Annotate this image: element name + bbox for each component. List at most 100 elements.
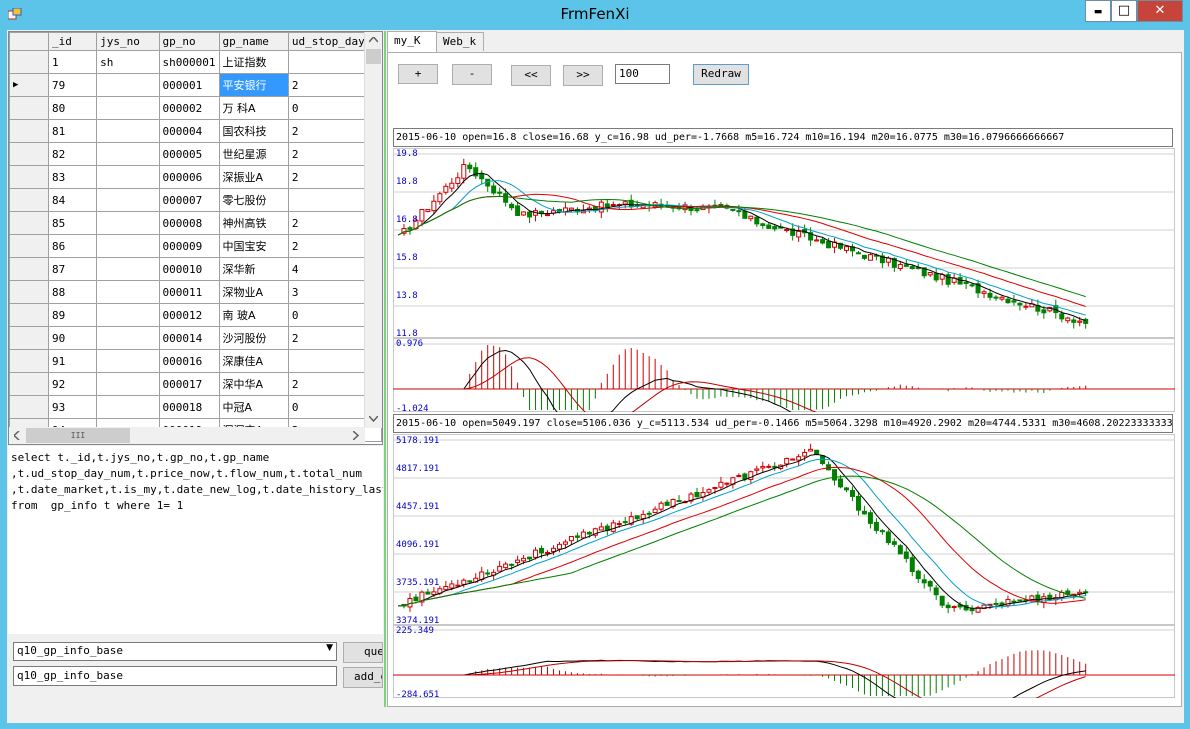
row-header[interactable]: [9, 165, 49, 189]
cell-gp-name[interactable]: 中国宝安: [218, 234, 289, 258]
zoom-out-button[interactable]: -: [452, 64, 492, 85]
row-header[interactable]: [9, 188, 49, 212]
cell-gp-no[interactable]: 000011: [158, 280, 220, 304]
row-header[interactable]: [9, 142, 49, 166]
column-header-gp-name[interactable]: gp_name: [218, 32, 289, 51]
cell-id[interactable]: 92: [47, 372, 98, 396]
cell-jys-no[interactable]: [96, 188, 160, 212]
cell-gp-name[interactable]: 中冠A: [218, 395, 289, 419]
tab-web-k[interactable]: Web_k: [436, 32, 484, 51]
row-header[interactable]: ▶: [9, 73, 49, 97]
table-row[interactable]: 84 000007 零七股份: [9, 188, 382, 212]
column-header-id[interactable]: _id: [47, 32, 98, 51]
cell-jys-no[interactable]: [96, 395, 160, 419]
table-row[interactable]: 89 000012 南 玻A 0: [9, 303, 382, 327]
cell-gp-no[interactable]: 000017: [158, 372, 220, 396]
cell-id[interactable]: 87: [47, 257, 98, 281]
cell-gp-name[interactable]: 上证指数: [218, 50, 289, 74]
chevron-down-icon[interactable]: ▼: [326, 643, 333, 653]
row-header[interactable]: [9, 395, 49, 419]
cell-id[interactable]: 80: [47, 96, 98, 120]
cell-gp-no[interactable]: 000004: [158, 119, 220, 143]
cell-id[interactable]: 84: [47, 188, 98, 212]
cell-id[interactable]: 89: [47, 303, 98, 327]
column-header-gp-no[interactable]: gp_no: [158, 32, 220, 51]
table-row[interactable]: 86 000009 中国宝安 2: [9, 234, 382, 258]
chart2-svg[interactable]: [393, 434, 1175, 698]
cell-gp-no[interactable]: 000018: [158, 395, 220, 419]
cell-gp-no[interactable]: 000012: [158, 303, 220, 327]
table-row[interactable]: ▶ 79 000001 平安银行 2: [9, 73, 382, 97]
table-row[interactable]: 92 000017 深中华A 2: [9, 372, 382, 396]
sql-textbox[interactable]: select t._id,t.jys_no,t.gp_no,t.gp_name …: [8, 446, 383, 634]
cell-gp-name[interactable]: 沙河股份: [218, 326, 289, 350]
cell-gp-no[interactable]: sh000001: [158, 50, 220, 74]
cell-gp-no[interactable]: 000008: [158, 211, 220, 235]
row-header[interactable]: [9, 326, 49, 350]
cell-id[interactable]: 85: [47, 211, 98, 235]
query-combo[interactable]: q10_gp_info_base ▼: [13, 642, 337, 661]
query-button[interactable]: que: [343, 642, 383, 663]
table-row[interactable]: 88 000011 深物业A 3: [9, 280, 382, 304]
minimize-button[interactable]: ▬: [1085, 0, 1111, 22]
cell-gp-name[interactable]: 平安银行: [218, 73, 289, 97]
scroll-up-icon[interactable]: [369, 37, 378, 43]
cell-id[interactable]: 1: [47, 50, 98, 74]
table-row[interactable]: 81 000004 国农科技 2: [9, 119, 382, 143]
row-header[interactable]: [9, 303, 49, 327]
cell-jys-no[interactable]: [96, 280, 160, 304]
vertical-scroll-thumb[interactable]: [366, 49, 381, 64]
close-button[interactable]: ✕: [1137, 0, 1183, 22]
cell-gp-no[interactable]: 000007: [158, 188, 220, 212]
cell-jys-no[interactable]: [96, 234, 160, 258]
cell-jys-no[interactable]: [96, 372, 160, 396]
cell-id[interactable]: 86: [47, 234, 98, 258]
table-row[interactable]: 80 000002 万 科A 0: [9, 96, 382, 120]
row-header[interactable]: [9, 50, 49, 74]
grid-vertical-scrollbar[interactable]: [364, 32, 382, 428]
maximize-button[interactable]: □: [1111, 0, 1137, 22]
table-row[interactable]: 85 000008 神州高铁 2: [9, 211, 382, 235]
add-query-button[interactable]: add_q: [343, 667, 383, 688]
cell-jys-no[interactable]: [96, 119, 160, 143]
scroll-down-icon[interactable]: [369, 416, 378, 422]
row-header[interactable]: [9, 280, 49, 304]
cell-id[interactable]: 88: [47, 280, 98, 304]
row-header[interactable]: [9, 257, 49, 281]
splitter[interactable]: [384, 31, 386, 707]
cell-gp-name[interactable]: 深振业A: [218, 165, 289, 189]
cell-gp-name[interactable]: 深华新: [218, 257, 289, 281]
cell-jys-no[interactable]: [96, 142, 160, 166]
cell-id[interactable]: 83: [47, 165, 98, 189]
zoom-in-button[interactable]: +: [398, 64, 438, 84]
cell-gp-name[interactable]: 深康佳A: [218, 349, 289, 373]
grid-horizontal-scrollbar[interactable]: III: [9, 427, 365, 444]
table-row[interactable]: 87 000010 深华新 4: [9, 257, 382, 281]
row-header[interactable]: [9, 211, 49, 235]
cell-gp-no[interactable]: 000010: [158, 257, 220, 281]
cell-id[interactable]: 81: [47, 119, 98, 143]
cell-gp-no[interactable]: 000014: [158, 326, 220, 350]
cell-gp-no[interactable]: 000001: [158, 73, 220, 97]
cell-id[interactable]: 79: [47, 73, 98, 97]
cell-gp-name[interactable]: 深中华A: [218, 372, 289, 396]
query-name-input[interactable]: q10_gp_info_base: [13, 666, 337, 686]
cell-jys-no[interactable]: [96, 165, 160, 189]
cell-gp-no[interactable]: 000005: [158, 142, 220, 166]
cell-gp-no[interactable]: 000016: [158, 349, 220, 373]
row-header[interactable]: [9, 372, 49, 396]
scroll-forward-button[interactable]: >>: [563, 65, 603, 86]
redraw-button[interactable]: Redraw: [693, 64, 749, 85]
cell-id[interactable]: 90: [47, 326, 98, 350]
column-header-ud-stop-day[interactable]: ud_stop_day_n: [287, 32, 382, 51]
cell-jys-no[interactable]: [96, 96, 160, 120]
chart1-svg[interactable]: [393, 148, 1175, 412]
cell-gp-name[interactable]: 万 科A: [218, 96, 289, 120]
count-input[interactable]: 100: [615, 64, 670, 84]
scroll-right-icon[interactable]: [353, 431, 359, 440]
table-row[interactable]: 93 000018 中冠A 0: [9, 395, 382, 419]
cell-id[interactable]: 93: [47, 395, 98, 419]
table-row[interactable]: 91 000016 深康佳A: [9, 349, 382, 373]
cell-jys-no[interactable]: sh: [96, 50, 160, 74]
cell-gp-no[interactable]: 000002: [158, 96, 220, 120]
